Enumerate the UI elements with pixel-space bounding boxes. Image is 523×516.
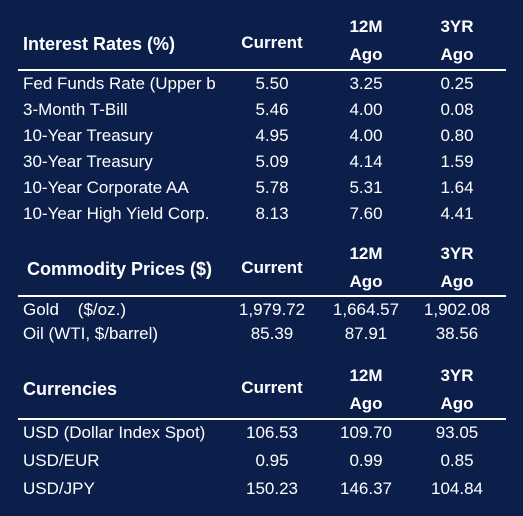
- row-current: 0.95: [255, 451, 289, 470]
- row-label: 10-Year Corporate AA: [23, 178, 189, 197]
- commodity-prices-divider: [18, 295, 506, 297]
- row-current: 150.23: [246, 479, 298, 498]
- table-row: 30-Year Treasury 5.09 4.14 1.59: [0, 152, 523, 178]
- table-row: Oil (WTI, $/barrel) 85.39 87.91 38.56: [0, 324, 523, 350]
- table-row: Gold ($/oz.) 1,979.72 1,664.57 1,902.08: [0, 300, 523, 326]
- row-12m-ago: 4.00: [349, 100, 383, 119]
- currencies-title: Currencies: [23, 379, 118, 399]
- row-current: 5.78: [255, 178, 289, 197]
- row-12m-ago: 109.70: [340, 423, 392, 442]
- commodity-col-current: Current: [241, 258, 303, 277]
- row-label: 3-Month T-Bill: [23, 100, 128, 119]
- interest-rates-divider: [18, 69, 506, 71]
- table-row: 3-Month T-Bill 5.46 4.00 0.08: [0, 100, 523, 126]
- table-row: 10-Year Corporate AA 5.78 5.31 1.64: [0, 178, 523, 204]
- interest-rates-col-12m-bottom: Ago: [349, 45, 383, 64]
- row-label: USD/JPY: [23, 479, 95, 498]
- table-row: 10-Year Treasury 4.95 4.00 0.80: [0, 126, 523, 152]
- commodity-col-12m-bottom: Ago: [349, 272, 383, 291]
- table-row: Fed Funds Rate (Upper b 5.50 3.25 0.25: [0, 74, 523, 100]
- row-3yr-ago: 0.08: [440, 100, 474, 119]
- currencies-col-current: Current: [241, 378, 303, 397]
- row-current: 5.50: [255, 74, 289, 93]
- interest-rates-col-12m-top: 12M: [349, 17, 383, 36]
- row-label: 10-Year Treasury: [23, 126, 153, 145]
- table-row: USD/EUR 0.95 0.99 0.85: [0, 451, 523, 477]
- row-3yr-ago: 0.25: [440, 74, 474, 93]
- row-12m-ago: 146.37: [340, 479, 392, 498]
- row-label: USD (Dollar Index Spot): [23, 423, 206, 442]
- row-label: 10-Year High Yield Corp.: [23, 204, 210, 223]
- row-12m-ago: 7.60: [349, 204, 383, 223]
- row-3yr-ago: 4.41: [440, 204, 474, 223]
- interest-rates-title: Interest Rates (%): [23, 34, 176, 54]
- currencies-col-12m-bottom: Ago: [349, 394, 383, 413]
- table-row: 10-Year High Yield Corp. 8.13 7.60 4.41: [0, 204, 523, 230]
- commodity-col-3yr-top: 3YR: [440, 244, 474, 263]
- currencies-col-12m-top: 12M: [349, 366, 383, 385]
- row-label: Gold ($/oz.): [23, 300, 126, 319]
- row-3yr-ago: 93.05: [435, 423, 479, 442]
- row-12m-ago: 87.91: [344, 324, 388, 343]
- row-label: 30-Year Treasury: [23, 152, 153, 171]
- row-3yr-ago: 1,902.08: [423, 300, 491, 319]
- row-12m-ago: 5.31: [349, 178, 383, 197]
- interest-rates-col-3yr-top: 3YR: [440, 17, 474, 36]
- row-current: 85.39: [250, 324, 294, 343]
- row-12m-ago: 1,664.57: [332, 300, 400, 319]
- row-current: 106.53: [246, 423, 298, 442]
- row-label: Fed Funds Rate (Upper b: [23, 74, 216, 93]
- row-3yr-ago: 0.85: [440, 451, 474, 470]
- currencies-col-3yr-bottom: Ago: [440, 394, 474, 413]
- row-current: 5.09: [255, 152, 289, 171]
- table-row: USD/JPY 150.23 146.37 104.84: [0, 479, 523, 505]
- currencies-col-3yr-top: 3YR: [440, 366, 474, 385]
- row-current: 8.13: [255, 204, 289, 223]
- row-3yr-ago: 0.80: [440, 126, 474, 145]
- commodity-col-12m-top: 12M: [349, 244, 383, 263]
- interest-rates-col-current: Current: [241, 33, 303, 52]
- interest-rates-col-3yr-bottom: Ago: [440, 45, 474, 64]
- row-3yr-ago: 1.64: [440, 178, 474, 197]
- row-12m-ago: 3.25: [349, 74, 383, 93]
- row-3yr-ago: 1.59: [440, 152, 474, 171]
- row-current: 5.46: [255, 100, 289, 119]
- row-label: USD/EUR: [23, 451, 100, 470]
- table-row: USD (Dollar Index Spot) 106.53 109.70 93…: [0, 423, 523, 449]
- row-current: 1,979.72: [238, 300, 306, 319]
- row-label: Oil (WTI, $/barrel): [23, 324, 159, 343]
- row-current: 4.95: [255, 126, 289, 145]
- row-3yr-ago: 38.56: [435, 324, 479, 343]
- row-12m-ago: 4.14: [349, 152, 383, 171]
- commodity-col-3yr-bottom: Ago: [440, 272, 474, 291]
- currencies-divider: [18, 418, 506, 420]
- row-3yr-ago: 104.84: [431, 479, 483, 498]
- row-12m-ago: 0.99: [349, 451, 383, 470]
- commodity-prices-title: Commodity Prices ($): [27, 259, 213, 279]
- row-12m-ago: 4.00: [349, 126, 383, 145]
